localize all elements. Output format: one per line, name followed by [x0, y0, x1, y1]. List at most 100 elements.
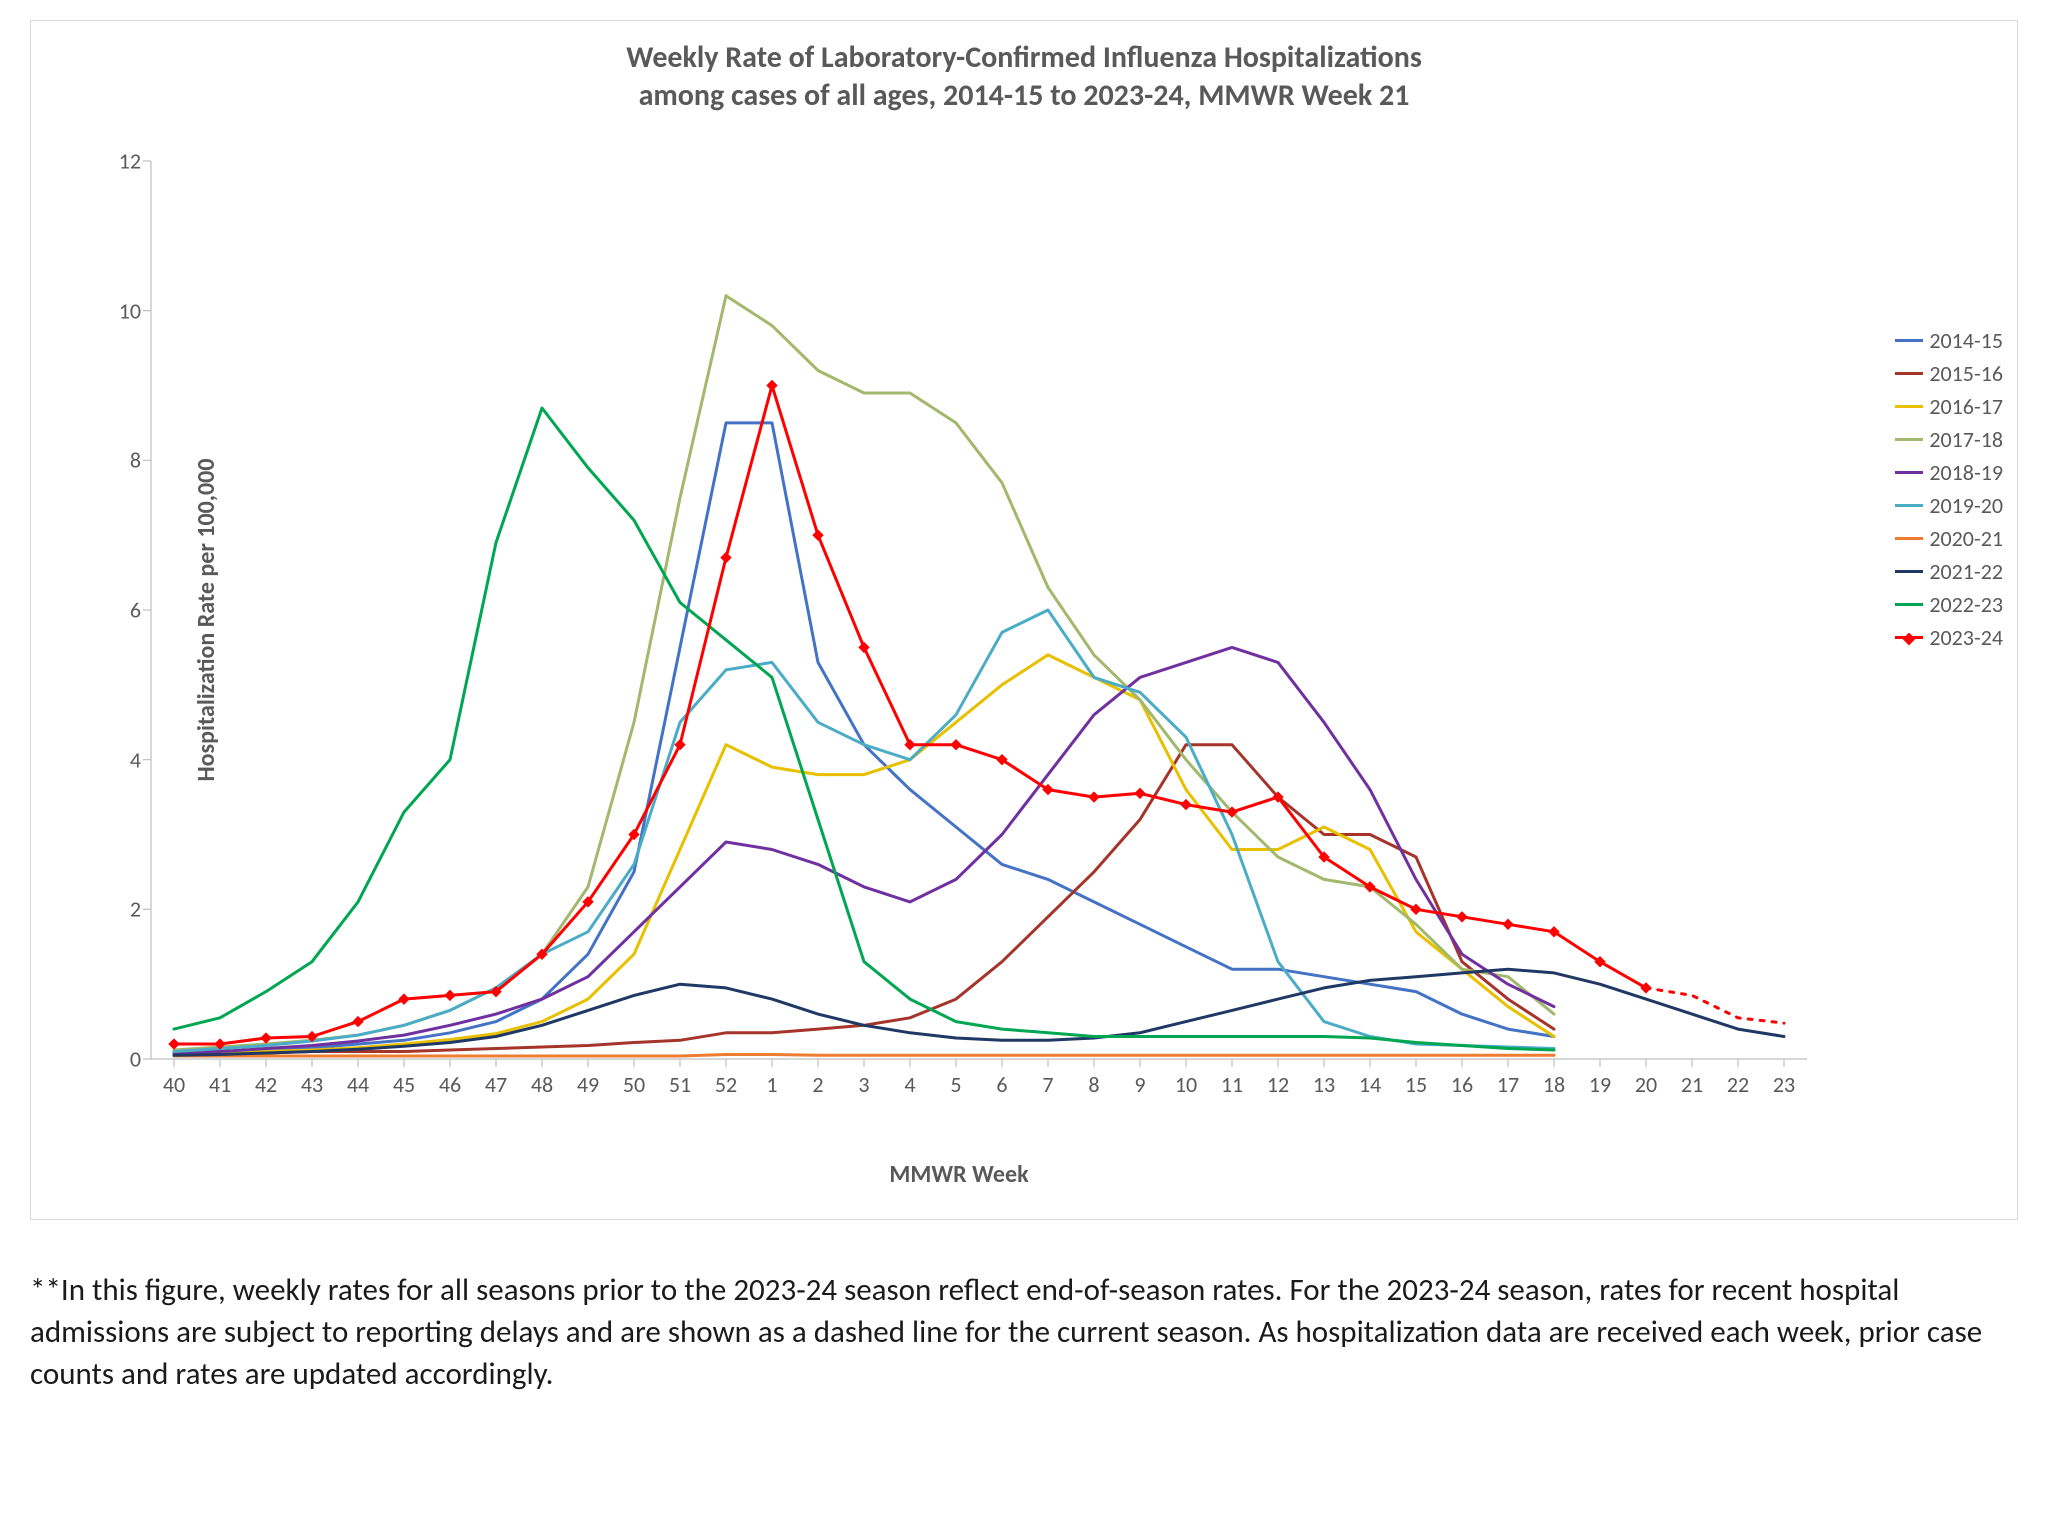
- x-tick-label: 40: [163, 1071, 185, 1098]
- x-tick-label: 4: [904, 1071, 915, 1098]
- legend-item: 2023-24: [1895, 624, 2003, 651]
- x-tick-label: 10: [1175, 1071, 1197, 1098]
- x-tick-label: 2: [812, 1071, 823, 1098]
- legend-item: 2014-15: [1895, 327, 2003, 354]
- x-tick-label: 50: [623, 1071, 645, 1098]
- series-marker: [1457, 912, 1467, 922]
- x-tick-label: 23: [1773, 1071, 1795, 1098]
- page: Weekly Rate of Laboratory-Confirmed Infl…: [0, 0, 2048, 1536]
- x-tick-label: 44: [347, 1071, 369, 1098]
- legend-swatch: [1895, 504, 1923, 507]
- legend: 2014-15 2015-16 2016-17 2017-18 2018-19 2019-…: [1895, 321, 2003, 657]
- series-marker: [951, 740, 961, 750]
- series-line: [174, 745, 1554, 1053]
- series-marker: [1089, 792, 1099, 802]
- x-tick-label: 49: [577, 1071, 599, 1098]
- plot-area: 0246810124041424344454647484950515212345…: [101, 151, 1817, 1109]
- legend-label: 2022-23: [1929, 591, 2003, 618]
- legend-label: 2023-24: [1929, 624, 2003, 651]
- series-marker: [169, 1039, 179, 1049]
- x-tick-label: 51: [669, 1071, 691, 1098]
- x-axis-label: MMWR Week: [101, 1160, 1817, 1189]
- series-line: [174, 386, 1646, 1045]
- x-tick-label: 42: [255, 1071, 277, 1098]
- legend-item: 2018-19: [1895, 459, 2003, 486]
- legend-swatch: [1895, 405, 1923, 408]
- legend-item: 2017-18: [1895, 426, 2003, 453]
- x-tick-label: 3: [858, 1071, 869, 1098]
- y-tick-label: 12: [101, 148, 141, 175]
- series-marker: [813, 530, 823, 540]
- x-tick-label: 41: [209, 1071, 231, 1098]
- legend-swatch: [1895, 438, 1923, 441]
- series-marker: [859, 642, 869, 652]
- legend-swatch: [1895, 636, 1923, 639]
- legend-swatch: [1895, 372, 1923, 375]
- x-tick-label: 48: [531, 1071, 553, 1098]
- y-tick-label: 2: [101, 896, 141, 923]
- legend-item: 2019-20: [1895, 492, 2003, 519]
- legend-swatch: [1895, 339, 1923, 342]
- x-tick-label: 1: [766, 1071, 777, 1098]
- legend-swatch: [1895, 537, 1923, 540]
- x-tick-label: 52: [715, 1071, 737, 1098]
- series-marker: [353, 1017, 363, 1027]
- series-marker: [1411, 904, 1421, 914]
- y-tick-label: 0: [101, 1046, 141, 1073]
- chart-title-line1: Weekly Rate of Laboratory-Confirmed Infl…: [31, 39, 2017, 77]
- diamond-marker-icon: [1903, 633, 1916, 646]
- legend-swatch: [1895, 471, 1923, 474]
- x-tick-label: 12: [1267, 1071, 1289, 1098]
- x-tick-label: 7: [1042, 1071, 1053, 1098]
- legend-label: 2015-16: [1929, 360, 2003, 387]
- y-tick-label: 6: [101, 597, 141, 624]
- x-tick-label: 16: [1451, 1071, 1473, 1098]
- x-tick-label: 22: [1727, 1071, 1749, 1098]
- series-line: [174, 408, 1554, 1050]
- x-tick-label: 46: [439, 1071, 461, 1098]
- series-marker: [675, 740, 685, 750]
- chart-title-line2: among cases of all ages, 2014-15 to 2023…: [31, 77, 2017, 115]
- series-marker: [905, 740, 915, 750]
- x-tick-label: 20: [1635, 1071, 1657, 1098]
- series-marker: [1181, 800, 1191, 810]
- x-tick-label: 14: [1359, 1071, 1381, 1098]
- legend-label: 2018-19: [1929, 459, 2003, 486]
- legend-label: 2014-15: [1929, 327, 2003, 354]
- x-tick-label: 9: [1134, 1071, 1145, 1098]
- legend-label: 2020-21: [1929, 525, 2003, 552]
- x-tick-label: 6: [996, 1071, 1007, 1098]
- legend-label: 2021-22: [1929, 558, 2003, 585]
- chart-svg: [101, 151, 1817, 1109]
- series-line: [174, 1055, 1554, 1057]
- legend-label: 2019-20: [1929, 492, 2003, 519]
- series-line: [174, 647, 1554, 1053]
- series-marker: [767, 381, 777, 391]
- x-tick-label: 5: [950, 1071, 961, 1098]
- x-tick-label: 45: [393, 1071, 415, 1098]
- x-tick-label: 13: [1313, 1071, 1335, 1098]
- legend-item: 2015-16: [1895, 360, 2003, 387]
- x-tick-label: 17: [1497, 1071, 1519, 1098]
- series-marker: [721, 553, 731, 563]
- footnote-text: **In this figure, weekly rates for all s…: [30, 1270, 2008, 1396]
- x-tick-label: 11: [1221, 1071, 1243, 1098]
- y-tick-label: 8: [101, 447, 141, 474]
- legend-label: 2016-17: [1929, 393, 2003, 420]
- chart-container: Weekly Rate of Laboratory-Confirmed Infl…: [30, 20, 2018, 1220]
- series-line: [174, 296, 1554, 1050]
- x-tick-label: 15: [1405, 1071, 1427, 1098]
- series-marker: [1135, 788, 1145, 798]
- x-tick-label: 43: [301, 1071, 323, 1098]
- series-marker: [261, 1033, 271, 1043]
- x-tick-label: 8: [1088, 1071, 1099, 1098]
- series-marker: [399, 994, 409, 1004]
- x-tick-label: 19: [1589, 1071, 1611, 1098]
- legend-item: 2022-23: [1895, 591, 2003, 618]
- chart-title: Weekly Rate of Laboratory-Confirmed Infl…: [31, 39, 2017, 114]
- legend-swatch: [1895, 570, 1923, 573]
- series-marker: [1503, 919, 1513, 929]
- x-tick-label: 47: [485, 1071, 507, 1098]
- y-tick-label: 10: [101, 297, 141, 324]
- y-tick-label: 4: [101, 746, 141, 773]
